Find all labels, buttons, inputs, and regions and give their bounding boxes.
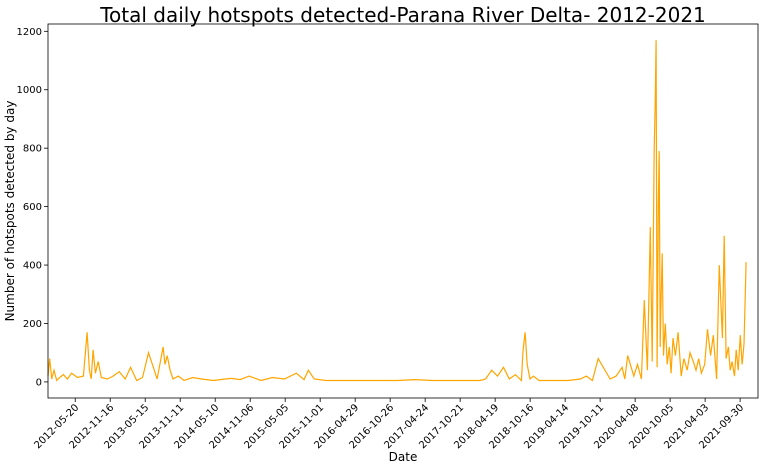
y-tick-label: 1200	[17, 27, 42, 38]
y-tick-label: 400	[23, 261, 42, 272]
y-tick-label: 0	[36, 377, 42, 388]
y-tick-label: 800	[23, 144, 42, 155]
plot-area	[47, 40, 747, 382]
y-axis-label: Number of hotspots detected by day	[3, 101, 17, 322]
data-series-line	[47, 40, 747, 382]
y-axis: 0 200 400 600 800 1000 1200	[17, 27, 48, 388]
x-axis: 2012-05-202012-11-162013-05-152013-11-11…	[32, 398, 746, 451]
plot-frame	[47, 23, 759, 399]
y-tick-label: 1000	[17, 85, 42, 96]
chart-title: Total daily hotspots detected-Parana Riv…	[99, 3, 706, 27]
y-tick-label: 200	[23, 319, 42, 330]
x-axis-label: Date	[389, 450, 418, 464]
y-tick-label: 600	[23, 202, 42, 213]
